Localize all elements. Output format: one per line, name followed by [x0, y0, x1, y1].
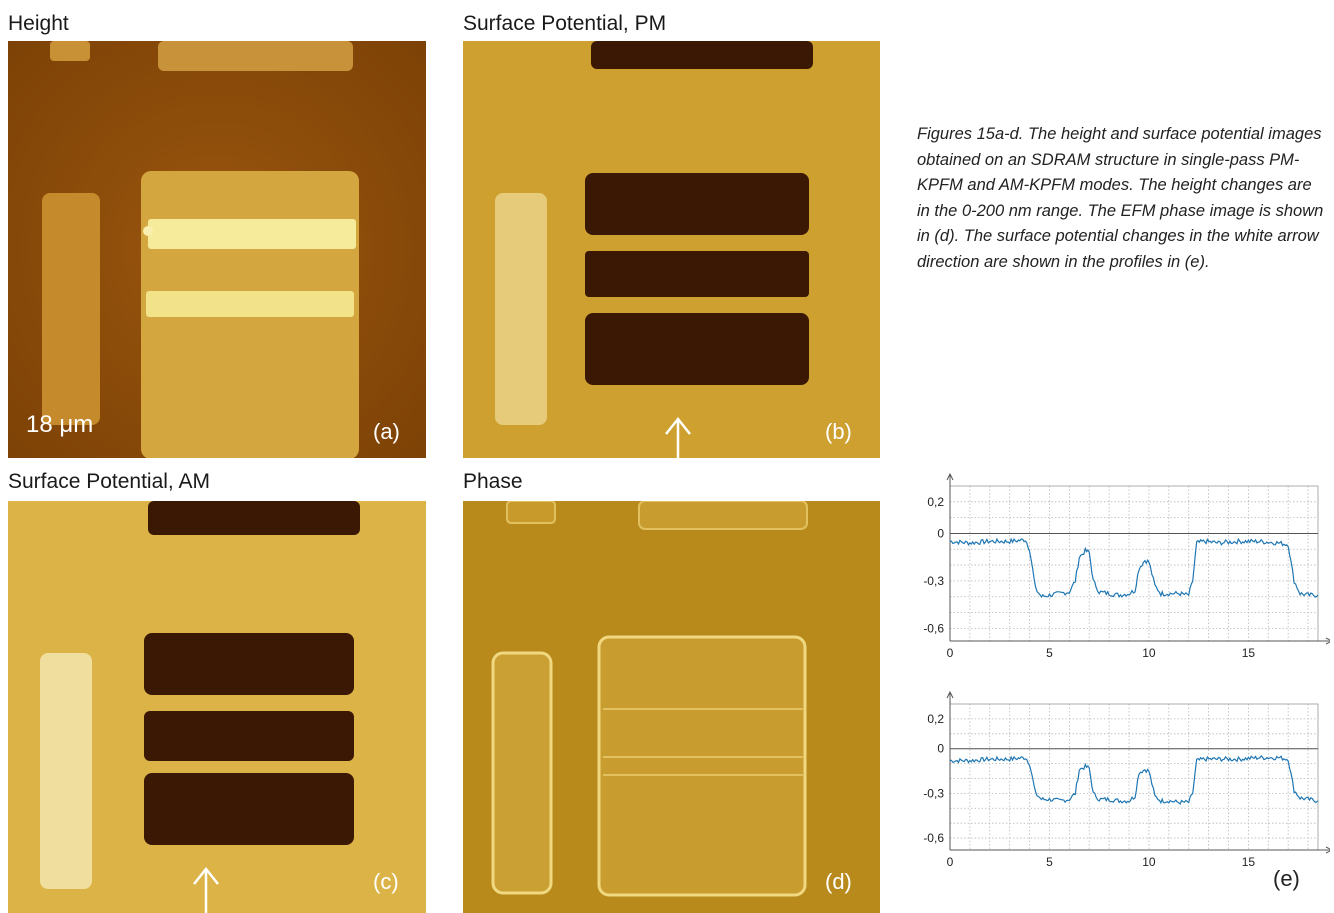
x-tick-label: 5 [1046, 646, 1053, 660]
x-tick-label: 15 [1242, 646, 1256, 660]
panel-c-title: Surface Potential, AM [8, 470, 210, 493]
y-tick-label: 0,2 [927, 495, 944, 509]
y-axis-arrow [946, 690, 954, 699]
height-image: 18 μm (a) [8, 41, 426, 458]
x-tick-label: 0 [947, 646, 954, 660]
y-tick-label: -0,3 [923, 786, 944, 800]
x-axis-arrow [1325, 637, 1330, 645]
panel-d-title: Phase [463, 470, 523, 493]
profile-series-line [949, 754, 1319, 806]
y-tick-label: 0,2 [927, 712, 944, 726]
figure-caption: Figures 15a-d. The height and surface po… [917, 125, 1324, 271]
panel-a-label: (a) [373, 419, 400, 444]
x-tick-label: 0 [947, 855, 954, 869]
y-tick-label: -0,6 [923, 831, 944, 845]
phase-image: (d) [463, 501, 880, 913]
panel-a-title: Height [8, 12, 69, 35]
x-tick-label: 15 [1242, 855, 1256, 869]
profile-chart-am: 0 5 10 15 0,2 0 -0,3 -0,6 [923, 690, 1330, 869]
surface-potential-am-image: (c) [8, 501, 426, 913]
panel-b-title: Surface Potential, PM [463, 12, 667, 35]
y-tick-label: -0,6 [923, 621, 944, 635]
y-tick-label: -0,3 [923, 574, 944, 588]
x-tick-label: 10 [1142, 646, 1156, 660]
x-tick-label: 5 [1046, 855, 1053, 869]
scale-bar-label: 18 μm [26, 411, 94, 438]
panel-b-label: (b) [825, 419, 852, 444]
plot-frame [949, 703, 1319, 851]
x-tick-label: 10 [1142, 855, 1156, 869]
panel-e-label: (e) [1273, 866, 1300, 891]
profile-chart-pm: 0 5 10 15 0,2 0 -0,3 -0,6 [923, 472, 1330, 660]
panel-d-label: (d) [825, 869, 852, 894]
y-tick-label: 0 [937, 742, 944, 756]
profile-series-line [949, 537, 1319, 599]
y-tick-label: 0 [937, 526, 944, 540]
surface-potential-pm-image: (b) [463, 41, 880, 458]
plot-frame [949, 485, 1319, 642]
y-axis-arrow [946, 472, 954, 481]
x-axis-arrow [1325, 846, 1330, 854]
panel-c-label: (c) [373, 869, 399, 894]
